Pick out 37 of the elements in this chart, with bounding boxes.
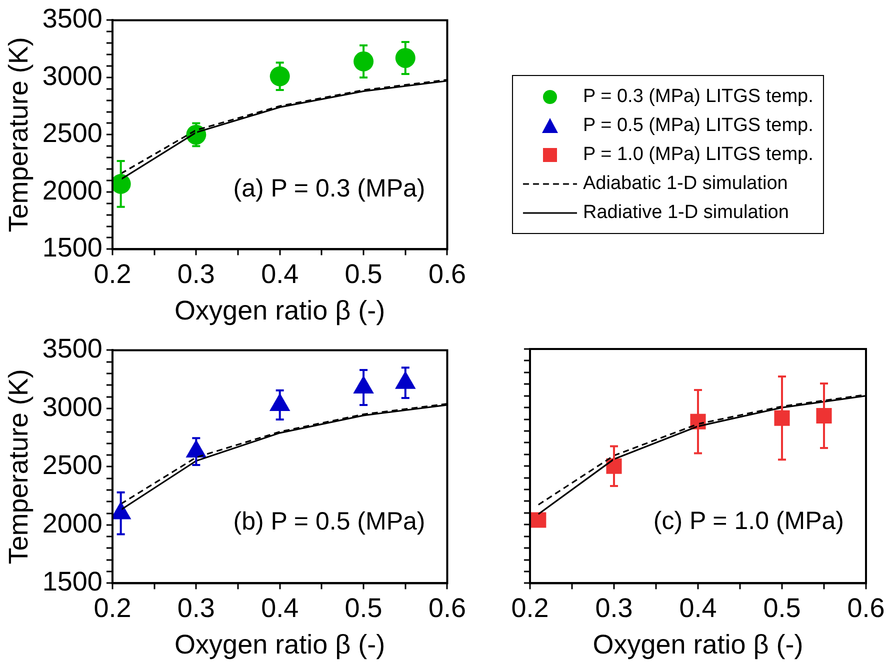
y-tick-label: 3500 xyxy=(42,334,102,364)
legend-label: Adiabatic 1-D simulation xyxy=(583,172,788,196)
y-tick-label: 2500 xyxy=(42,118,102,148)
y-axis-title: Temperature (K) xyxy=(4,369,34,564)
x-tick-label: 0.3 xyxy=(177,258,215,289)
x-tick-label: 0.6 xyxy=(428,258,466,289)
x-tick-label: 0.5 xyxy=(344,258,382,289)
x-tick-label: 0.4 xyxy=(679,592,717,623)
x-tick-label: 0.3 xyxy=(177,592,215,623)
y-tick-label: 3000 xyxy=(42,60,102,91)
legend-label: P = 1.0 (MPa) LITGS temp. xyxy=(583,143,814,167)
annotation: (b) P = 0.5 (MPa) xyxy=(233,508,426,536)
point xyxy=(530,512,546,528)
y-axis-title: Temperature (K) xyxy=(4,37,34,232)
y-tick-label: 2000 xyxy=(42,508,102,538)
legend-label: P = 0.3 (MPa) LITGS temp. xyxy=(583,85,814,109)
x-tick-label: 0.4 xyxy=(261,258,299,289)
y-tick-label: 2500 xyxy=(42,450,102,480)
x-tick-label: 0.4 xyxy=(261,592,299,623)
legend-label: Radiative 1-D simulation xyxy=(583,201,789,225)
legend-label: P = 0.5 (MPa) LITGS temp. xyxy=(583,114,814,138)
x-axis-title: Oxygen ratio β (-) xyxy=(592,629,804,660)
point xyxy=(816,408,832,424)
y-tick-label: 3000 xyxy=(42,392,102,422)
point xyxy=(774,410,790,426)
x-tick-label: 0.6 xyxy=(428,592,466,623)
x-axis-title: Oxygen ratio β (-) xyxy=(174,295,386,326)
x-tick-label: 0.2 xyxy=(511,592,549,623)
x-axis-title: Oxygen ratio β (-) xyxy=(174,629,386,660)
annotation: (c) P = 1.0 (MPa) xyxy=(653,507,844,536)
x-tick-label: 0.5 xyxy=(344,592,382,623)
y-tick-label: 2000 xyxy=(42,175,102,206)
x-tick-label: 0.6 xyxy=(847,592,885,623)
x-tick-label: 0.3 xyxy=(595,592,633,623)
annotation: (a) P = 0.3 (MPa) xyxy=(233,174,426,203)
y-tick-label: 3500 xyxy=(42,4,102,34)
x-tick-label: 0.5 xyxy=(763,592,801,623)
